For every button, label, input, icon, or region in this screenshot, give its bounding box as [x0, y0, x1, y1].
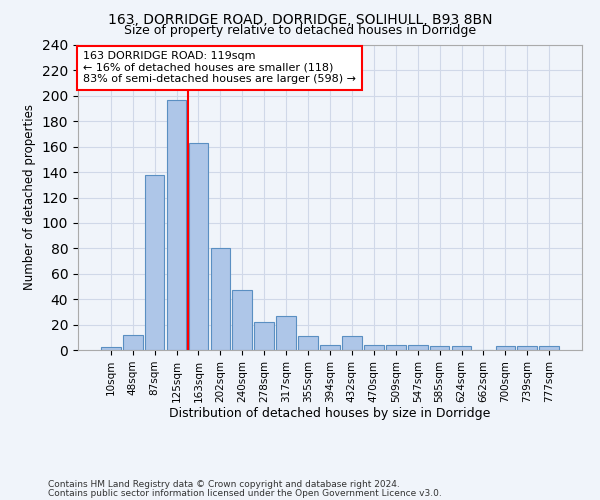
Bar — [101, 348, 121, 350]
Bar — [145, 174, 164, 350]
Bar — [188, 143, 208, 350]
Text: 163 DORRIDGE ROAD: 119sqm
← 16% of detached houses are smaller (118)
83% of semi: 163 DORRIDGE ROAD: 119sqm ← 16% of detac… — [83, 51, 356, 84]
Bar — [254, 322, 274, 350]
Bar — [430, 346, 449, 350]
Bar — [539, 346, 559, 350]
Bar — [232, 290, 252, 350]
Text: Contains HM Land Registry data © Crown copyright and database right 2024.: Contains HM Land Registry data © Crown c… — [48, 480, 400, 489]
Y-axis label: Number of detached properties: Number of detached properties — [23, 104, 36, 290]
Bar — [342, 336, 362, 350]
Bar — [496, 346, 515, 350]
Bar — [123, 335, 143, 350]
Bar — [167, 100, 187, 350]
Bar — [452, 346, 472, 350]
Bar — [298, 336, 318, 350]
Bar — [364, 345, 384, 350]
Bar — [408, 345, 428, 350]
Bar — [211, 248, 230, 350]
Bar — [320, 345, 340, 350]
Text: Contains public sector information licensed under the Open Government Licence v3: Contains public sector information licen… — [48, 488, 442, 498]
Text: Size of property relative to detached houses in Dorridge: Size of property relative to detached ho… — [124, 24, 476, 37]
X-axis label: Distribution of detached houses by size in Dorridge: Distribution of detached houses by size … — [169, 408, 491, 420]
Bar — [517, 346, 537, 350]
Bar — [276, 316, 296, 350]
Bar — [386, 345, 406, 350]
Text: 163, DORRIDGE ROAD, DORRIDGE, SOLIHULL, B93 8BN: 163, DORRIDGE ROAD, DORRIDGE, SOLIHULL, … — [108, 12, 492, 26]
